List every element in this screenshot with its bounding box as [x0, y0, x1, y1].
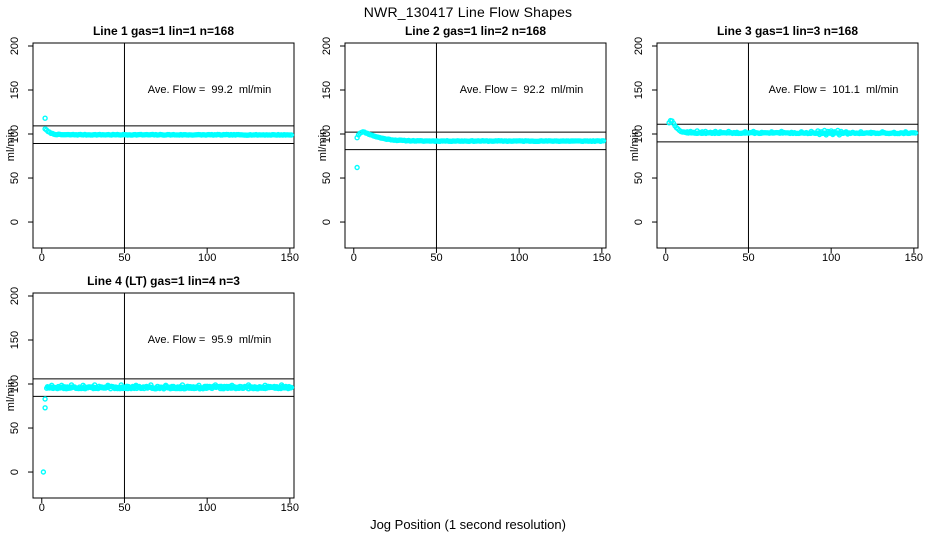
svg-text:0: 0	[9, 219, 21, 225]
svg-text:200: 200	[9, 37, 21, 55]
svg-text:200: 200	[321, 37, 333, 55]
svg-text:50: 50	[742, 252, 754, 264]
svg-text:200: 200	[633, 37, 645, 55]
ave-flow-annotation: Ave. Flow = 92.2 ml/min	[459, 84, 584, 96]
subplot-title: Line 4 (LT) gas=1 lin=4 n=3	[87, 274, 240, 288]
svg-text:150: 150	[593, 252, 611, 264]
plot-area-line-1: 0 50 100 150 0 50 100 150 200	[9, 37, 299, 264]
plot-area-line-4: 0 50 100 150 0 50 100 150 200	[9, 287, 299, 514]
svg-text:0: 0	[351, 252, 357, 264]
svg-text:50: 50	[118, 502, 130, 514]
plot-area-line-2: 0 50 100 150 0 50 100 150 200	[321, 37, 611, 264]
svg-text:0: 0	[321, 219, 333, 225]
main-title: NWR_130417 Line Flow Shapes	[363, 4, 573, 20]
svg-text:100: 100	[321, 125, 333, 143]
svg-text:150: 150	[321, 81, 333, 99]
plot-area-line-3: 0 50 100 150 0 50 100 150 200	[633, 37, 923, 264]
svg-text:200: 200	[9, 287, 21, 305]
svg-text:0: 0	[633, 219, 645, 225]
svg-text:0: 0	[663, 252, 669, 264]
svg-text:50: 50	[430, 252, 442, 264]
svg-text:0: 0	[39, 502, 45, 514]
svg-text:50: 50	[633, 172, 645, 184]
svg-text:100: 100	[633, 125, 645, 143]
svg-text:0: 0	[9, 469, 21, 475]
svg-text:0: 0	[39, 252, 45, 264]
svg-text:100: 100	[9, 125, 21, 143]
svg-text:50: 50	[321, 172, 333, 184]
subplot-line-2: Line 2 gas=1 lin=2 n=168 Ave. Flow = 92.…	[312, 20, 624, 270]
svg-text:100: 100	[510, 252, 528, 264]
svg-text:50: 50	[118, 252, 130, 264]
svg-text:50: 50	[9, 422, 21, 434]
svg-text:150: 150	[281, 252, 299, 264]
ave-flow-annotation: Ave. Flow = 99.2 ml/min	[147, 84, 272, 96]
svg-text:150: 150	[9, 331, 21, 349]
svg-text:50: 50	[9, 172, 21, 184]
svg-text:100: 100	[198, 502, 216, 514]
ave-flow-annotation: Ave. Flow = 101.1 ml/min	[768, 84, 899, 96]
svg-text:150: 150	[9, 81, 21, 99]
svg-text:100: 100	[198, 252, 216, 264]
svg-text:100: 100	[822, 252, 840, 264]
svg-text:150: 150	[905, 252, 923, 264]
ave-flow-annotation: Ave. Flow = 95.9 ml/min	[147, 334, 272, 346]
subplot-line-1: Line 1 gas=1 lin=1 n=168 Ave. Flow = 99.…	[0, 20, 312, 270]
subplot-line-4: Line 4 (LT) gas=1 lin=4 n=3 Ave. Flow = …	[0, 270, 312, 520]
svg-text:150: 150	[633, 81, 645, 99]
subplot-line-3: Line 3 gas=1 lin=3 n=168 Ave. Flow = 101…	[624, 20, 936, 270]
subplot-title: Line 3 gas=1 lin=3 n=168	[716, 24, 859, 38]
x-axis-title: Jog Position (1 second resolution)	[370, 517, 566, 532]
svg-text:100: 100	[9, 375, 21, 393]
svg-text:150: 150	[281, 502, 299, 514]
subplot-title: Line 1 gas=1 lin=1 n=168	[92, 24, 235, 38]
subplot-title: Line 2 gas=1 lin=2 n=168	[404, 24, 547, 38]
